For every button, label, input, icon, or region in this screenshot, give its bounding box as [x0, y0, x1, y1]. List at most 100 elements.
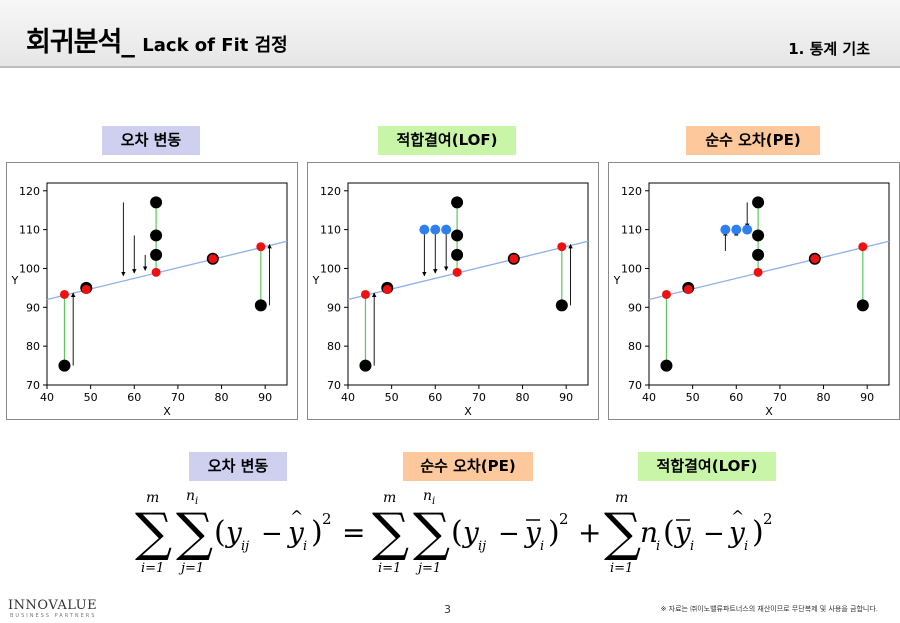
observed-point	[752, 196, 765, 209]
sum-upper-m: m	[146, 490, 159, 506]
sigma-symbol: ∑	[176, 503, 213, 563]
sum-upper-m: m	[383, 490, 396, 506]
sum-upper-m: m	[615, 490, 628, 506]
x-tick-label: 40	[341, 391, 355, 404]
x-tick-label: 90	[860, 391, 874, 404]
x-tick-label: 50	[385, 391, 399, 404]
y-tick-label: 100	[320, 262, 341, 275]
company-logo: INNOVALUE	[8, 598, 98, 613]
fitted-point	[81, 284, 91, 294]
chart-panel-lof: 40 50 60 70 80 90 70 80 90 100 110 120 X Y	[307, 162, 599, 420]
y-tick-label: 90	[327, 301, 341, 314]
var-y: y	[461, 516, 480, 549]
fitted-point	[151, 267, 161, 277]
group-mean-point	[731, 224, 742, 235]
title-subtitle: Lack of Fit 검정	[142, 35, 288, 56]
observed-point	[58, 359, 71, 372]
minus-sign: −	[703, 519, 725, 549]
y-tick-label: 80	[26, 340, 40, 353]
observed-point	[660, 359, 673, 372]
y-tick-label: 70	[628, 379, 642, 392]
sub-i: i	[690, 539, 694, 554]
var-y-hat: y	[286, 516, 305, 549]
plot-frame	[347, 182, 589, 386]
y-axis-label: Y	[613, 274, 621, 287]
y-tick-label: 70	[26, 379, 40, 392]
sub-ij: ij	[241, 539, 249, 554]
var-y-bar: y	[523, 516, 542, 549]
observed-point	[150, 248, 163, 261]
y-tick-label: 120	[621, 185, 642, 198]
paren-open: (	[663, 515, 675, 550]
fitted-point	[256, 242, 266, 252]
sigma-symbol: ∑	[135, 503, 172, 563]
x-tick-label: 70	[472, 391, 486, 404]
group-mean-point	[441, 224, 452, 235]
y-tick-label: 80	[327, 340, 341, 353]
hat-mark: ^	[731, 507, 744, 526]
y-tick-label: 120	[19, 185, 40, 198]
sum-lower-j: j=1	[415, 561, 441, 576]
fitted-point	[452, 267, 462, 277]
label-lack-of-fit: 적합결여(LOF)	[378, 126, 516, 155]
y-tick-label: 100	[19, 262, 40, 275]
y-tick-label: 110	[621, 224, 642, 237]
observed-point	[451, 196, 464, 209]
sum-lower-i: i=1	[141, 561, 164, 576]
observed-point	[150, 229, 163, 242]
x-tick-label: 40	[642, 391, 656, 404]
paren-close: )	[548, 515, 560, 550]
observed-point	[752, 229, 765, 242]
x-tick-label: 90	[258, 391, 272, 404]
formula-pe-term: ∑ m i=1 ∑ n i j=1 ( y ij − y i ) 2	[372, 488, 569, 576]
paren-close: )	[311, 515, 323, 550]
formula-total-term: ∑ m i=1 ∑ n i j=1 ( y ij − y ^ i ) 2	[135, 488, 332, 576]
fitted-point	[509, 254, 519, 264]
y-tick-label: 90	[628, 301, 642, 314]
page-number: 3	[444, 603, 451, 616]
sum-upper-n: n	[186, 488, 195, 504]
var-y-hat: y	[727, 516, 746, 549]
section-label: 1. 통계 기초	[788, 40, 870, 58]
sum-lower-i: i=1	[610, 561, 633, 576]
x-tick-label: 60	[729, 391, 743, 404]
sum-lower-j: j=1	[178, 561, 204, 576]
y-tick-label: 110	[320, 224, 341, 237]
equals-sign: =	[342, 516, 365, 549]
x-axis-label: X	[163, 405, 171, 418]
observed-point	[451, 248, 464, 261]
slide-header: 회귀분석_ Lack of Fit 검정 1. 통계 기초	[0, 0, 900, 68]
minus-sign: −	[261, 519, 283, 549]
exponent-2: 2	[763, 510, 773, 528]
fitted-point	[810, 254, 820, 264]
fitted-point	[557, 242, 567, 252]
paren-close: )	[752, 515, 764, 550]
label-total-variation: 오차 변동	[102, 126, 200, 155]
fitted-point	[59, 289, 69, 299]
formula-lof-term: ∑ m i=1 n i ( y i − y ^ i ) 2	[604, 490, 773, 576]
fitted-point	[360, 289, 370, 299]
sum-upper-n-sub: i	[432, 496, 435, 507]
x-tick-label: 40	[40, 391, 54, 404]
fitted-point	[208, 254, 218, 264]
x-tick-label: 50	[686, 391, 700, 404]
fitted-point	[382, 284, 392, 294]
group-mean-point	[742, 224, 753, 235]
sub-ij: ij	[478, 539, 486, 554]
x-tick-label: 60	[428, 391, 442, 404]
sum-upper-n: n	[423, 488, 432, 504]
formula-label-total: 오차 변동	[189, 452, 287, 481]
observed-point	[359, 359, 372, 372]
observed-point	[254, 299, 267, 312]
observed-point	[555, 299, 568, 312]
x-tick-label: 60	[127, 391, 141, 404]
sub-i: i	[656, 539, 660, 554]
y-tick-label: 70	[327, 379, 341, 392]
y-axis-label: Y	[11, 274, 19, 287]
chart-panel-total: 40 50 60 70 80 90 70 80 90 100 110 120 X Y	[6, 162, 298, 420]
y-tick-label: 80	[628, 340, 642, 353]
formula-label-pe: 순수 오차(PE)	[403, 452, 533, 481]
sigma-symbol: ∑	[413, 503, 450, 563]
x-axis-label: X	[464, 405, 472, 418]
fitted-point	[661, 289, 671, 299]
